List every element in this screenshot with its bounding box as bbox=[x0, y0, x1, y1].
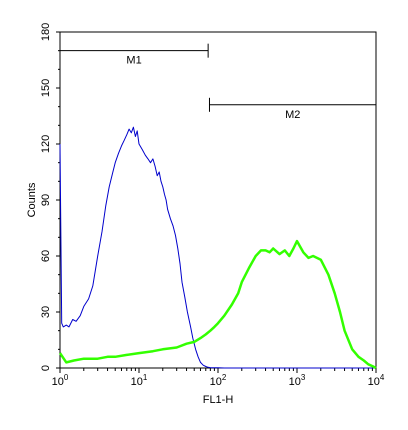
y-axis-title: Counts bbox=[26, 182, 38, 217]
x-axis-ticks: 100 101 102 103 104 bbox=[52, 368, 385, 388]
series-line-2 bbox=[58, 239, 377, 370]
marker-label: M2 bbox=[285, 109, 300, 121]
series-layer bbox=[58, 126, 377, 370]
plot-frame bbox=[59, 31, 377, 369]
x-tick-label: 104 bbox=[368, 373, 385, 388]
y-axis-ticks: 0 30 60 90 120 150 180 bbox=[40, 23, 60, 371]
y-tick-label: 60 bbox=[40, 250, 52, 262]
y-tick-label: 30 bbox=[40, 306, 52, 318]
x-tick-label: 102 bbox=[210, 373, 227, 388]
x-axis-title: FL1-H bbox=[203, 394, 234, 406]
y-tick-label: 120 bbox=[40, 135, 52, 153]
x-tick-label: 101 bbox=[131, 373, 148, 388]
y-tick-label: 90 bbox=[40, 194, 52, 206]
y-tick-label: 180 bbox=[40, 23, 52, 41]
marker-layer: M1 M2 bbox=[59, 43, 377, 121]
y-tick-label: 0 bbox=[40, 365, 52, 371]
x-tick-label: 100 bbox=[52, 373, 69, 388]
y-tick-label: 150 bbox=[40, 79, 52, 97]
series-line-1 bbox=[59, 126, 376, 369]
x-tick-label: 103 bbox=[289, 373, 306, 388]
marker-label: M1 bbox=[126, 55, 141, 67]
